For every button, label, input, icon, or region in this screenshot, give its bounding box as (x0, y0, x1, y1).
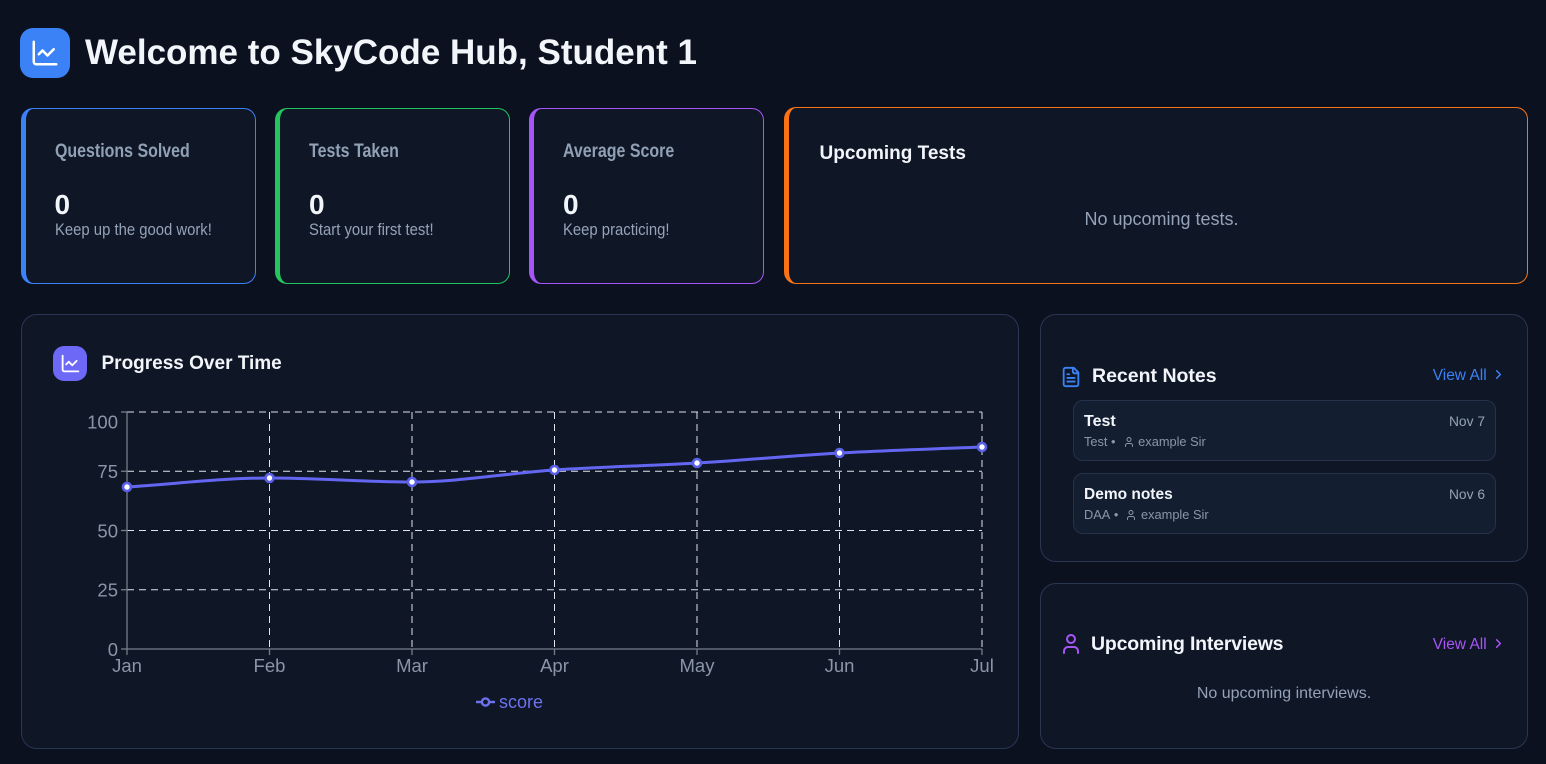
svg-text:Feb: Feb (253, 655, 285, 676)
svg-text:Jul: Jul (970, 655, 994, 676)
svg-text:50: 50 (97, 520, 118, 541)
svg-text:0: 0 (107, 639, 117, 660)
svg-text:May: May (679, 655, 715, 676)
svg-text:Apr: Apr (540, 655, 569, 676)
svg-text:75: 75 (97, 461, 118, 482)
svg-text:25: 25 (97, 580, 118, 601)
svg-text:score: score (499, 692, 543, 712)
svg-text:Jan: Jan (112, 655, 142, 676)
svg-text:Jun: Jun (824, 655, 854, 676)
svg-text:Mar: Mar (396, 655, 428, 676)
svg-text:100: 100 (87, 412, 118, 433)
